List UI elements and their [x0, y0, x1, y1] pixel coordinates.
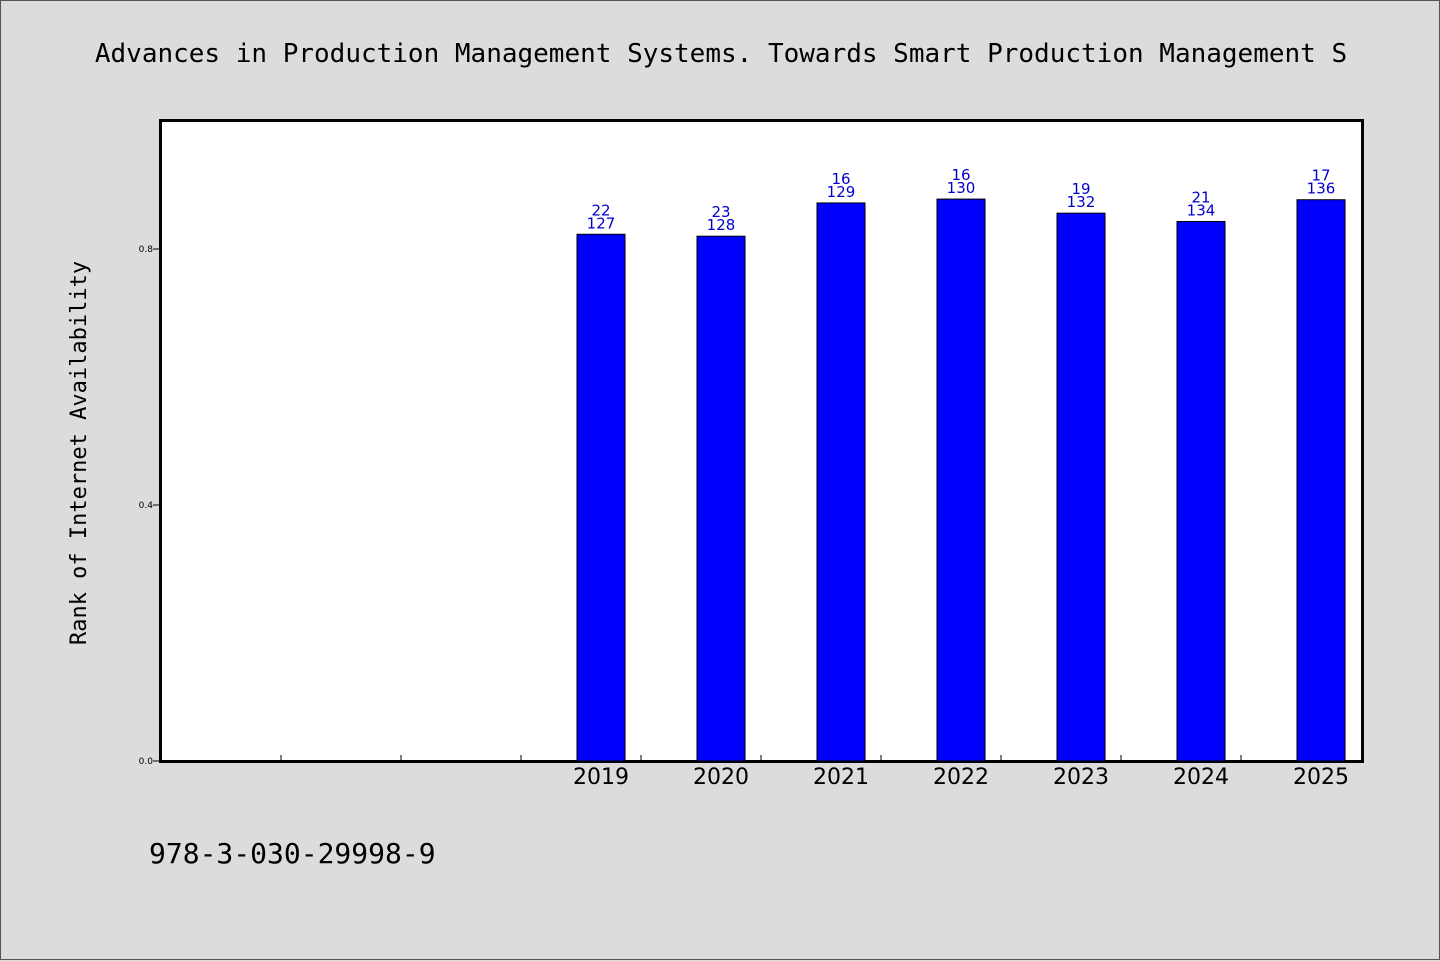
- chart-title: Advances in Production Management System…: [95, 39, 1347, 69]
- bar: [1176, 220, 1226, 762]
- bar-label-top: 23: [711, 203, 730, 221]
- x-tick-label: 2025: [1293, 765, 1349, 790]
- bar-label-bottom: 128: [707, 216, 736, 234]
- x-tick-label: 2019: [573, 765, 629, 790]
- bar-label-bottom: 132: [1067, 193, 1096, 211]
- bar-label-top: 22: [591, 201, 610, 219]
- isbn-label: 978-3-030-29998-9: [149, 837, 436, 870]
- bar-label-top: 16: [951, 166, 970, 184]
- bar-label-bottom: 127: [587, 214, 616, 232]
- bar-label-bottom: 136: [1307, 180, 1336, 198]
- y-tick-label: 0.8: [139, 245, 154, 255]
- bar-label-top: 19: [1071, 180, 1090, 198]
- bar-label-top: 17: [1311, 167, 1330, 185]
- bar: [696, 235, 746, 762]
- bar: [1296, 199, 1346, 762]
- bar-label-bottom: 134: [1187, 201, 1216, 219]
- bar-label-bottom: 129: [827, 183, 856, 201]
- x-tick-label: 2024: [1173, 765, 1229, 790]
- plot-area: [159, 119, 1364, 763]
- x-tick-label: 2022: [933, 765, 989, 790]
- bar-label-bottom: 130: [947, 179, 976, 197]
- y-tick-label: 0.4: [139, 501, 154, 511]
- x-tick-label: 2023: [1053, 765, 1109, 790]
- bar-label-top: 16: [831, 170, 850, 188]
- x-tick-label: 2021: [813, 765, 869, 790]
- y-axis-title: Rank of Internet Availability: [67, 261, 92, 645]
- x-tick-label: 2020: [693, 765, 749, 790]
- y-tick-label: 0.0: [139, 757, 154, 767]
- bar: [816, 202, 866, 762]
- bar: [1056, 212, 1106, 762]
- bar: [936, 198, 986, 762]
- bar-label-top: 21: [1191, 188, 1210, 206]
- bar: [576, 233, 626, 762]
- chart-marks: 0.00.40.82212720192312820201612920211613…: [139, 166, 1349, 790]
